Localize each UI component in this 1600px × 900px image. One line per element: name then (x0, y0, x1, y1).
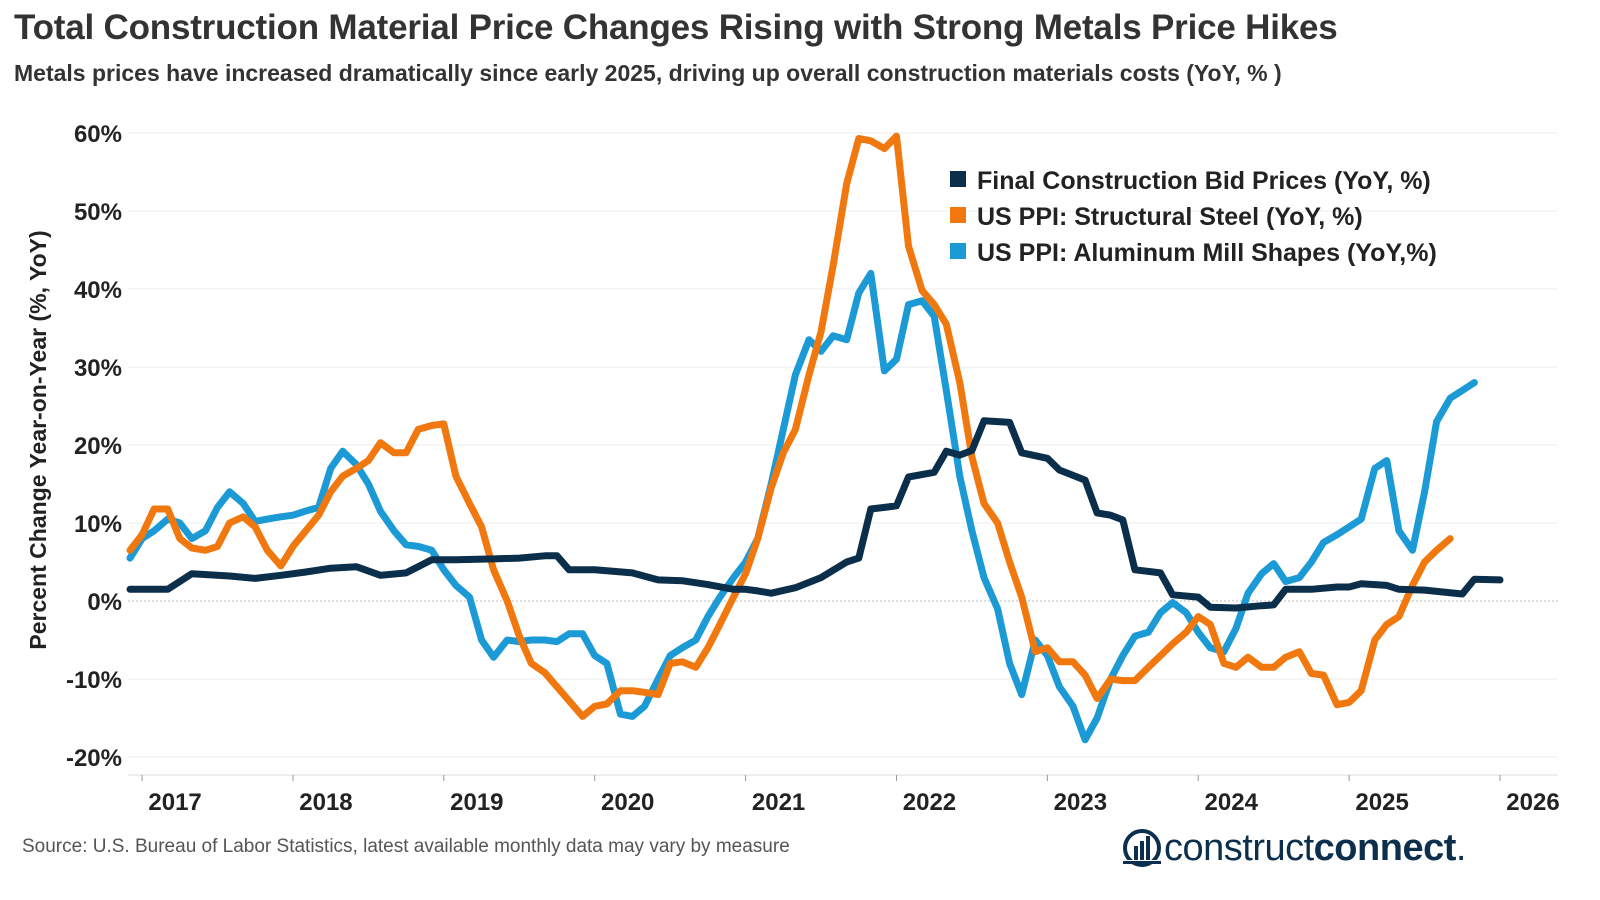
series-line-2[interactable] (126, 269, 1478, 744)
chart-subtitle: Metals prices have increased dramaticall… (14, 60, 1282, 86)
legend-label: US PPI: Structural Steel (YoY, %) (977, 203, 1363, 231)
legend-swatch (950, 243, 966, 259)
logo-mark: . (1455, 827, 1467, 869)
series-lines (126, 132, 1504, 744)
y-axis: 60% 50% 40% 30% 20% 10% 0% -10% -20% (66, 121, 122, 772)
gridlines (128, 132, 1558, 758)
y-tick-label: 30% (74, 355, 122, 382)
logo-text-light: construct (1164, 827, 1314, 869)
x-tick-label: 2021 (752, 789, 805, 816)
series-line-0[interactable] (126, 417, 1504, 612)
logo-text-bold: connect (1313, 827, 1457, 869)
x-tick-label: 2023 (1054, 789, 1107, 816)
series-line-1[interactable] (126, 132, 1454, 720)
y-tick-label: 0% (87, 589, 122, 616)
y-tick-label: 40% (74, 277, 122, 304)
x-tick-label: 2022 (903, 789, 956, 816)
y-tick-label: -10% (66, 667, 122, 694)
x-axis: 2017 2018 2019 2020 2021 2022 2023 2024 2025 2026 (128, 774, 1560, 816)
legend-swatch (950, 171, 966, 187)
x-tick-label: 2024 (1205, 789, 1259, 816)
legend-label: Final Construction Bid Prices (YoY, %) (977, 167, 1431, 195)
logo-wordmark: constructconnect. (1164, 826, 1466, 870)
legend: Final Construction Bid Prices (YoY, %) US… (950, 167, 1437, 267)
x-tick-label: 2026 (1506, 789, 1559, 816)
source-note: Source: U.S. Bureau of Labor Statistics,… (22, 836, 790, 857)
constructconnect-logo[interactable]: constructconnect. (1120, 826, 1466, 870)
x-tick-label: 2018 (299, 789, 352, 816)
y-tick-label: -20% (66, 745, 122, 772)
legend-swatch (950, 207, 966, 223)
x-tick-label: 2025 (1355, 789, 1408, 816)
building-chart-icon (1123, 829, 1161, 867)
legend-label: US PPI: Aluminum Mill Shapes (YoY,%) (977, 239, 1437, 267)
x-tick-label: 2017 (148, 789, 201, 816)
y-tick-label: 50% (74, 199, 122, 226)
y-tick-label: 20% (74, 433, 122, 460)
y-tick-label: 10% (74, 511, 122, 538)
x-tick-label: 2019 (450, 789, 503, 816)
chart-title: Total Construction Material Price Change… (14, 8, 1338, 47)
x-tick-label: 2020 (601, 789, 654, 816)
y-tick-label: 60% (74, 121, 122, 148)
y-axis-label: Percent Change Year-on-Year (%, YoY) (25, 230, 51, 649)
